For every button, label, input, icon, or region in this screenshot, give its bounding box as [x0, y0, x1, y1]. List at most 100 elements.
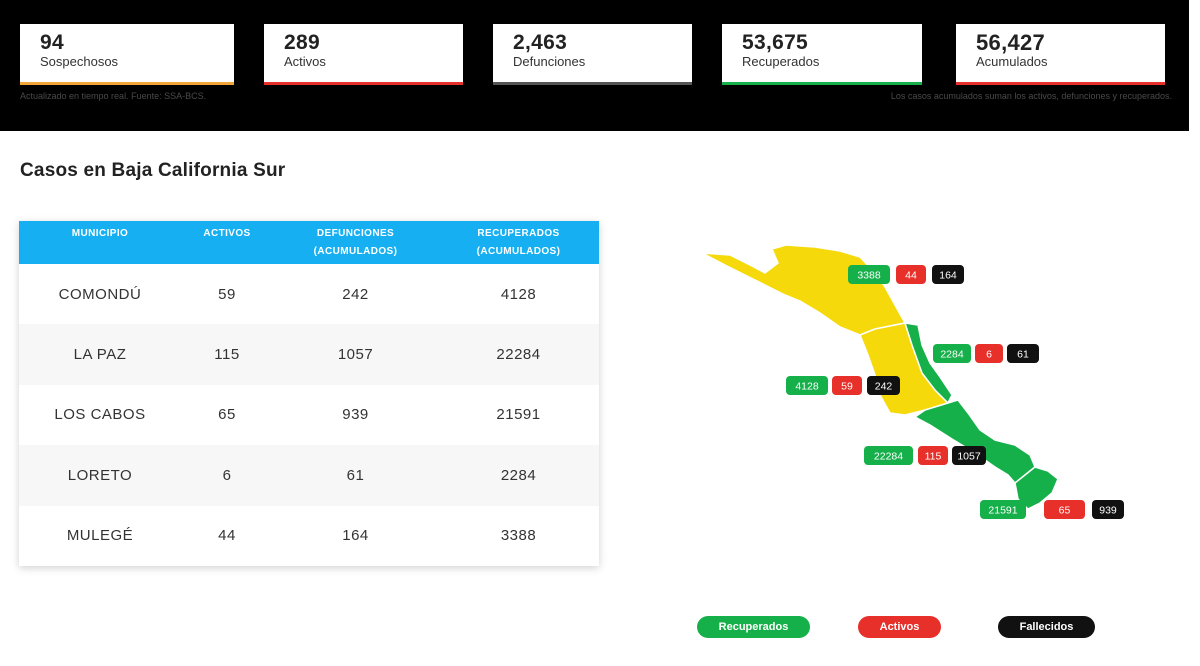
baja-california-sur-map: 3388 44 164 2284 6 61 4128 59 242 22284 …	[701, 244, 1124, 519]
stat-label: Recuperados	[742, 54, 820, 69]
table-row: LOS CABOS 65 939 21591	[19, 385, 599, 445]
stat-card-acumulados: 56,427 Acumulados	[956, 24, 1165, 85]
badge-recuperados	[864, 446, 913, 465]
badge-activos-text: 44	[905, 270, 917, 282]
header-line: ACTIVOS	[203, 227, 251, 239]
header-recuperados: RECUPERADOS (ACUMULADOS)	[438, 221, 599, 264]
badge-fallecidos-text: 164	[939, 270, 957, 282]
badge-recuperados-text: 22284	[874, 451, 903, 463]
stat-label: Activos	[284, 54, 326, 69]
table-row: COMONDÚ 59 242 4128	[19, 264, 599, 324]
cell-activos: 115	[214, 346, 240, 364]
badge-recuperados-text: 2284	[940, 349, 964, 361]
map-region-mulege	[701, 244, 907, 336]
cell-recuperados: 3388	[500, 527, 537, 545]
cell-recuperados: 2284	[500, 466, 537, 484]
badge-recuperados	[848, 265, 890, 284]
table-row: LORETO 6 61 2284	[19, 445, 599, 506]
badge-activos	[918, 446, 948, 465]
badge-group-la-paz: 22284 115 1057	[864, 446, 986, 465]
badge-fallecidos	[932, 265, 964, 284]
legend-activos: Activos	[858, 616, 941, 638]
badge-activos	[1044, 500, 1085, 519]
stat-card-sospechosos: 94 Sospechosos	[20, 24, 234, 85]
map-region-los-cabos	[1014, 466, 1059, 510]
stat-value: 2,463	[513, 31, 568, 54]
stat-card-activos: 289 Activos	[264, 24, 463, 85]
stat-value: 53,675	[742, 31, 809, 54]
header-line: (ACUMULADOS)	[313, 245, 398, 257]
badge-fallecidos-text: 939	[1099, 505, 1117, 517]
badge-recuperados	[786, 376, 828, 395]
cell-municipio: LORETO	[67, 466, 133, 484]
badge-group-loreto: 2284 6 61	[933, 344, 1039, 363]
section-title: Casos en Baja California Sur	[20, 160, 286, 181]
stat-value: 289	[284, 31, 320, 54]
cell-recuperados: 21591	[496, 406, 541, 424]
badge-recuperados-text: 4128	[795, 381, 819, 393]
badge-group-los-cabos: 21591 65 939	[980, 500, 1124, 519]
cases-table: MUNICIPIO ACTIVOS DEFUNCIONES (ACUMULADOS…	[19, 221, 599, 566]
badge-activos	[975, 344, 1003, 363]
cell-municipio: COMONDÚ	[58, 285, 142, 303]
table-header-row: MUNICIPIO ACTIVOS DEFUNCIONES (ACUMULADOS…	[19, 221, 599, 264]
badge-group-comondu: 4128 59 242	[786, 376, 900, 395]
map-region-la-paz	[913, 399, 1036, 485]
badge-recuperados-text: 3388	[857, 270, 881, 282]
badge-group-mulege: 3388 44 164	[848, 265, 964, 284]
legend-fallecidos: Fallecidos	[998, 616, 1095, 638]
stat-label: Acumulados	[976, 54, 1048, 69]
stat-card-recuperados: 53,675 Recuperados	[722, 24, 922, 85]
badge-recuperados	[980, 500, 1026, 519]
header-line: RECUPERADOS	[477, 227, 560, 239]
badge-recuperados-text: 21591	[988, 505, 1017, 517]
update-source-note: Actualizado en tiempo real. Fuente: SSA-…	[20, 91, 207, 101]
accumulated-note: Los casos acumulados suman los activos, …	[890, 91, 1172, 101]
header-line: (ACUMULADOS)	[476, 245, 561, 257]
header-defunciones: DEFUNCIONES (ACUMULADOS)	[273, 221, 438, 264]
badge-activos-text: 115	[925, 451, 942, 463]
cell-defunciones: 939	[342, 406, 369, 424]
stat-value: 56,427	[976, 30, 1046, 55]
header-line: DEFUNCIONES	[316, 227, 395, 239]
stat-card-defunciones: 2,463 Defunciones	[493, 24, 692, 85]
cell-recuperados: 4128	[500, 285, 537, 303]
stat-label: Sospechosos	[40, 54, 119, 69]
badge-recuperados	[933, 344, 971, 363]
badge-activos-text: 6	[986, 349, 992, 361]
table-row: LA PAZ 115 1057 22284	[19, 324, 599, 385]
cell-activos: 44	[218, 527, 236, 545]
cell-activos: 6	[222, 466, 232, 484]
cell-activos: 65	[218, 406, 236, 424]
badge-activos	[832, 376, 862, 395]
cell-activos: 59	[218, 285, 236, 303]
badge-fallecidos-text: 242	[875, 381, 893, 393]
badge-fallecidos	[1007, 344, 1039, 363]
badge-fallecidos	[867, 376, 900, 395]
cell-municipio: LA PAZ	[73, 346, 127, 364]
badge-fallecidos-text: 1057	[957, 451, 981, 463]
badge-activos-text: 65	[1059, 505, 1071, 517]
header-municipio: MUNICIPIO	[19, 221, 181, 264]
badge-activos-text: 59	[841, 381, 853, 393]
cell-municipio: LOS CABOS	[54, 406, 146, 424]
cell-defunciones: 242	[342, 285, 369, 303]
table-row: MULEGÉ 44 164 3388	[19, 506, 599, 566]
badge-activos	[896, 265, 926, 284]
cell-defunciones: 61	[346, 466, 365, 484]
map-region-loreto	[903, 322, 953, 405]
cell-municipio: MULEGÉ	[66, 527, 134, 545]
header-activos: ACTIVOS	[181, 221, 273, 264]
badge-fallecidos	[1092, 500, 1124, 519]
stat-label: Defunciones	[513, 54, 586, 69]
header-line: MUNICIPIO	[71, 227, 129, 239]
stat-value: 94	[40, 31, 64, 54]
legend-recuperados: Recuperados	[697, 616, 810, 638]
cell-recuperados: 22284	[496, 346, 541, 364]
cases-table-container: MUNICIPIO ACTIVOS DEFUNCIONES (ACUMULADOS…	[19, 221, 599, 566]
badge-fallecidos-text: 61	[1017, 349, 1029, 361]
cell-defunciones: 1057	[337, 346, 374, 364]
badge-fallecidos	[952, 446, 986, 465]
cell-defunciones: 164	[342, 527, 369, 545]
stats-bar: 94 Sospechosos 289 Activos 2,463 Defunci…	[0, 0, 1189, 131]
